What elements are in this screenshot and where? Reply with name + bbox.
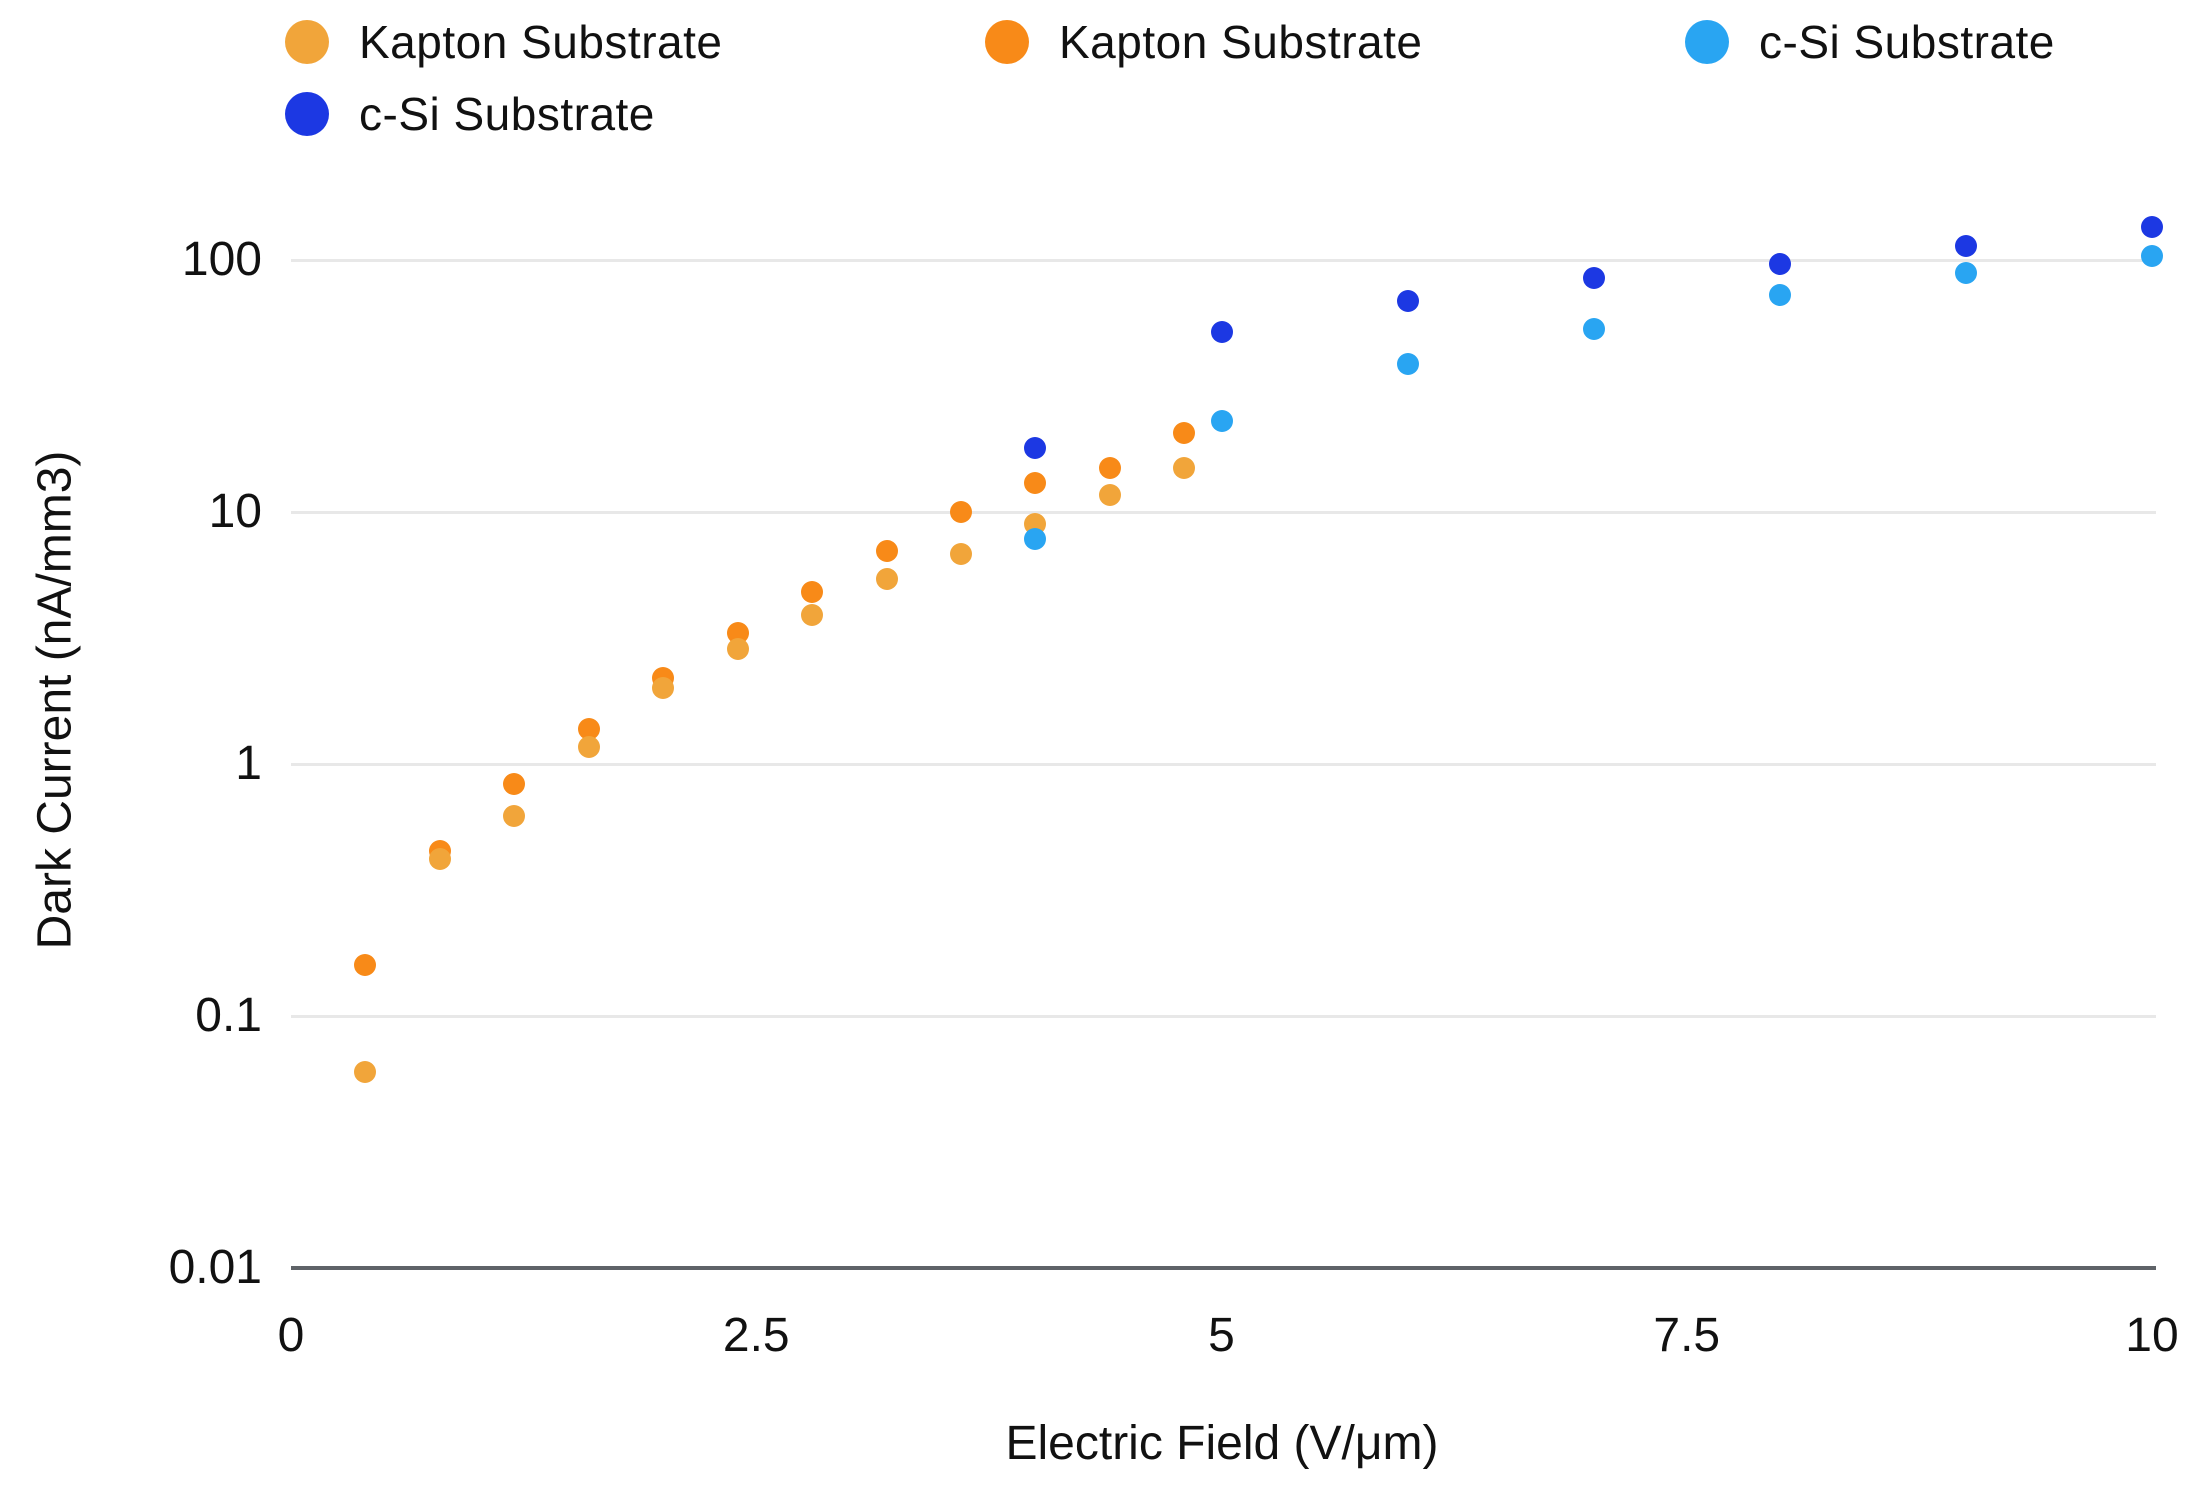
data-point (354, 953, 377, 976)
x-tick-label: 0 (277, 1309, 305, 1362)
y-tick-label: 0.01 (168, 1241, 262, 1294)
legend-item-kapton-light: Kapton Substrate (285, 16, 722, 68)
data-point (949, 543, 972, 566)
data-point (354, 1060, 377, 1083)
data-point (428, 847, 451, 870)
data-point (1210, 409, 1233, 432)
y-axis-title: Dark Current (nA/mm3) (28, 450, 82, 950)
data-point (1582, 318, 1605, 341)
y-tick-label: 0.1 (195, 989, 262, 1042)
data-point (577, 735, 600, 758)
y-tick-label: 100 (181, 233, 262, 286)
y-gridline (291, 510, 2156, 514)
data-point (2141, 216, 2163, 239)
data-point (1024, 436, 1047, 459)
x-axis-line (291, 1266, 2156, 1270)
data-point (1396, 353, 1419, 376)
data-point (801, 581, 824, 604)
legend-label: Kapton Substrate (359, 16, 723, 68)
data-point (503, 805, 526, 828)
legend-label: c-Si Substrate (359, 88, 655, 140)
data-point (1954, 234, 1977, 257)
data-point (1098, 456, 1121, 479)
y-tick-label: 10 (208, 485, 262, 538)
legend-dot-kapton-light-icon (285, 20, 329, 64)
data-point (1024, 472, 1047, 495)
x-tick-label: 7.5 (1653, 1309, 1721, 1362)
y-gridline (291, 258, 2156, 262)
legend-label: c-Si Substrate (1759, 16, 2055, 68)
data-point (1098, 483, 1121, 506)
legend-label: Kapton Substrate (1059, 16, 1423, 68)
data-point (1768, 253, 1791, 276)
x-tick-label: 2.5 (722, 1309, 790, 1362)
x-axis-title: Electric Field (V/μm) (1005, 1417, 1439, 1470)
legend-dot-kapton-dark-icon (985, 20, 1029, 64)
data-point (1173, 456, 1196, 479)
data-point (801, 604, 824, 627)
y-tick-label: 1 (235, 737, 262, 790)
data-point (726, 638, 749, 661)
x-tick-label: 10 (2125, 1309, 2179, 1362)
y-gridline (291, 762, 2156, 766)
legend-item-csi-dark: c-Si Substrate (285, 88, 655, 140)
data-point (949, 501, 972, 523)
data-point (1210, 320, 1233, 343)
data-point (875, 568, 898, 591)
data-point (1582, 266, 1605, 289)
data-point (1396, 289, 1419, 312)
data-point (1954, 261, 1977, 284)
legend-dot-csi-dark-icon (285, 92, 329, 136)
legend-item-kapton-dark: Kapton Substrate (985, 16, 1422, 68)
data-point (1768, 284, 1791, 307)
y-gridline (291, 1014, 2156, 1018)
data-point (1024, 528, 1047, 551)
data-point (652, 677, 675, 700)
legend-item-csi-light: c-Si Substrate (1685, 16, 2055, 68)
data-point (2141, 244, 2163, 267)
data-point (503, 773, 526, 796)
x-tick-label: 5 (1208, 1309, 1235, 1362)
data-point (577, 717, 600, 740)
data-point (1173, 422, 1196, 445)
data-point (875, 540, 898, 563)
legend-dot-csi-light-icon (1685, 20, 1729, 64)
